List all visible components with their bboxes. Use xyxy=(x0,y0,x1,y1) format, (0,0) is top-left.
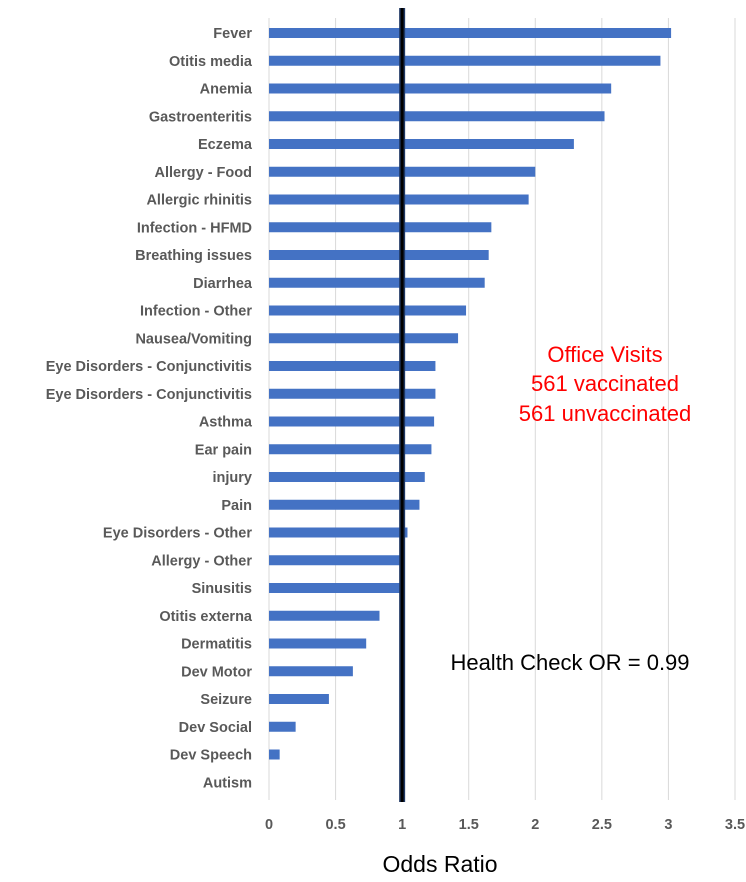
x-tick-labels: 0 0.5 1 1.5 2 2.5 3 3.5 xyxy=(265,817,745,833)
category-label: Dev Speech xyxy=(170,748,252,764)
category-labels: Fever Otitis media Anemia Gastroenteritis Ec… xyxy=(46,26,253,791)
office-visits-title: Office Visits xyxy=(547,342,662,367)
bar xyxy=(269,222,492,233)
category-label: Gastroenteritis xyxy=(149,109,252,125)
bar xyxy=(269,666,353,677)
x-tick-label: 0 xyxy=(265,817,273,833)
category-label: Infection - Other xyxy=(140,304,252,320)
bar xyxy=(269,139,574,149)
bar xyxy=(269,194,529,205)
category-label: Pain xyxy=(221,498,252,514)
bar xyxy=(269,111,605,122)
category-label: Asthma xyxy=(199,415,253,431)
office-visits-vaccinated: 561 vaccinated xyxy=(531,371,679,396)
category-label: Dermatitis xyxy=(181,637,252,653)
category-label: Eye Disorders - Other xyxy=(103,526,252,542)
category-label: Ear pain xyxy=(195,442,252,458)
category-label: Allergy - Other xyxy=(151,553,252,569)
category-label: Infection - HFMD xyxy=(137,220,252,236)
bar xyxy=(269,28,672,38)
bar xyxy=(269,610,380,621)
category-label: Anemia xyxy=(200,82,253,98)
bar xyxy=(269,83,612,94)
x-tick-label: 1 xyxy=(398,817,406,833)
bar xyxy=(269,388,436,399)
x-tick-label: 1.5 xyxy=(459,817,479,833)
bar xyxy=(269,472,425,482)
category-label: Otitis media xyxy=(169,54,253,70)
bar xyxy=(269,305,467,316)
x-tick-label: 2 xyxy=(531,817,539,833)
bar xyxy=(269,333,459,344)
x-tick-label: 3.5 xyxy=(725,817,745,833)
category-label: Sinusitis xyxy=(192,581,252,597)
category-label: Breathing issues xyxy=(135,248,252,264)
bar xyxy=(269,555,404,566)
office-visits-unvaccinated: 561 unvaccinated xyxy=(519,401,691,426)
category-label: Otitis externa xyxy=(159,609,253,625)
category-label: Autism xyxy=(203,775,252,791)
bar xyxy=(269,499,420,510)
bar xyxy=(269,55,661,66)
category-label: Fever xyxy=(213,26,252,42)
x-tick-label: 0.5 xyxy=(325,817,345,833)
bar xyxy=(269,638,367,649)
category-label: Seizure xyxy=(200,692,252,708)
x-tick-label: 3 xyxy=(664,817,672,833)
bar xyxy=(269,416,435,427)
bar xyxy=(269,277,485,288)
bar xyxy=(269,694,329,704)
category-label: Eye Disorders - Conjunctivitis xyxy=(46,387,252,403)
bar xyxy=(269,361,436,371)
category-label: Dev Motor xyxy=(181,664,252,680)
category-label: Eye Disorders - Conjunctivitis xyxy=(46,359,252,375)
category-label: Allergic rhinitis xyxy=(146,193,252,209)
bar xyxy=(269,583,404,593)
health-check-or: Health Check OR = 0.99 xyxy=(450,650,689,675)
x-axis-title: Odds Ratio xyxy=(382,851,497,877)
bar xyxy=(269,721,296,732)
bar xyxy=(269,749,280,760)
bar xyxy=(269,527,408,538)
bar xyxy=(269,250,489,260)
bar xyxy=(269,444,432,455)
category-label: Diarrhea xyxy=(193,276,253,292)
x-tick-label: 2.5 xyxy=(592,817,612,833)
category-label: Allergy - Food xyxy=(155,165,252,181)
category-label: Nausea/Vomiting xyxy=(135,331,252,347)
category-label: Eczema xyxy=(198,137,253,153)
category-label: injury xyxy=(213,470,252,486)
category-label: Dev Social xyxy=(179,720,252,736)
